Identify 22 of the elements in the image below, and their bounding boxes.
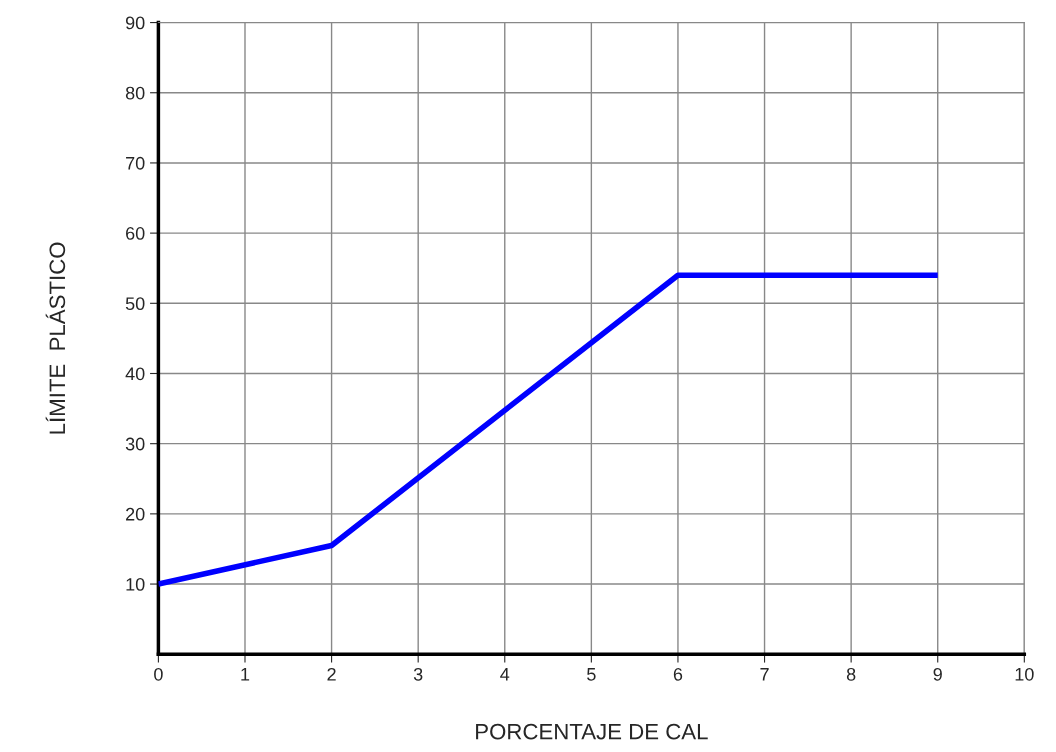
x-tick-label: 6 [673,667,683,681]
x-tick-label: 3 [413,667,423,681]
x-tick-label: 0 [154,667,163,681]
y-tick-label: 30 [125,437,145,451]
y-tick-label: 80 [125,86,145,100]
y-tick-label: 70 [126,156,145,170]
y-tick-label: 50 [125,297,145,311]
x-tick-label: 8 [846,667,856,681]
x-tick-label: 1 [241,668,250,681]
x-tick-label: 9 [933,667,942,681]
y-axis-title: LÍMITE PLÁSTICO [45,242,66,434]
y-tick-label: 60 [126,227,145,240]
x-tick-label: 7 [760,668,769,681]
y-tick-label: 40 [125,367,145,381]
y-tick-label: 10 [126,577,145,591]
y-tick-label: 20 [126,507,145,521]
x-tick-label: 4 [500,668,510,681]
x-tick-label: 5 [587,668,596,681]
x-tick-label: 2 [327,667,336,681]
y-tick-label: 90 [125,16,145,30]
x-axis-title: PORCENTAJE DE CAL [476,723,708,740]
x-tick-label: 10 [1015,667,1034,681]
